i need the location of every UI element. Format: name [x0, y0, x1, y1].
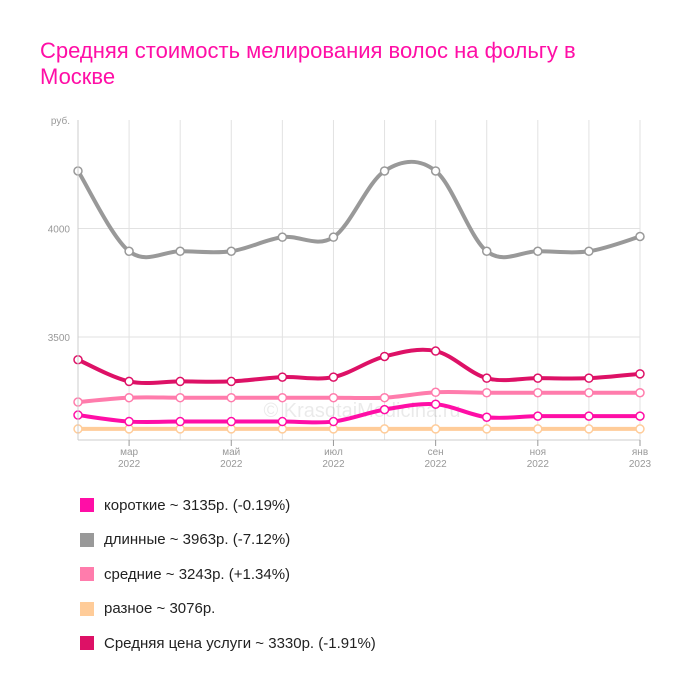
data-point: [635, 424, 645, 434]
grid: [77, 120, 641, 440]
data-point: [124, 392, 134, 403]
data-point: [175, 416, 185, 427]
data-point: [584, 387, 594, 398]
data-point: [277, 416, 288, 427]
legend-swatch: [80, 498, 94, 513]
data-point: [430, 387, 441, 398]
data-point: [175, 376, 185, 387]
legend-label: средние ~ 3243р. (+1.34%): [104, 565, 291, 583]
x-tick-label-month: сен: [428, 447, 444, 458]
data-point: [533, 387, 543, 398]
data-point: [226, 416, 237, 427]
y-unit-label: руб.: [51, 115, 70, 127]
x-tick-label-year: 2022: [322, 459, 345, 470]
axes: 35004000руб.мар2022май2022июл2022сен2022…: [48, 115, 652, 470]
data-point: [430, 399, 441, 409]
data-point: [328, 416, 339, 427]
legend-item: разное ~ 3076р.: [80, 592, 376, 627]
data-point: [533, 373, 543, 383]
data-point: [226, 246, 237, 257]
series-5: [73, 346, 645, 387]
series-line: [76, 159, 642, 260]
x-tick-label-year: 2022: [118, 459, 141, 470]
legend-item: Средняя цена услуги ~ 3330р. (-1.91%): [80, 626, 376, 661]
chart-title: Средняя стоимость мелирования волос на ф…: [40, 38, 576, 89]
data-point: [124, 416, 134, 427]
y-tick-label: 4000: [48, 224, 71, 235]
legend-swatch: [80, 601, 94, 616]
legend-label: короткие ~ 3135р. (-0.19%): [104, 496, 291, 514]
data-point: [226, 392, 237, 403]
data-point: [277, 372, 288, 382]
legend-swatch: [80, 532, 94, 547]
x-tick-label-year: 2022: [425, 459, 448, 470]
x-tick-label-year: 2022: [220, 459, 243, 470]
legend-label: длинные ~ 3963р. (-7.12%): [104, 531, 291, 549]
data-point: [175, 392, 185, 403]
data-point: [533, 424, 543, 434]
x-tick-label-year: 2022: [527, 459, 550, 470]
data-point: [481, 387, 492, 398]
data-point: [635, 411, 645, 421]
y-tick-label: 3500: [48, 333, 71, 344]
data-point: [430, 346, 441, 356]
legend-label: Средняя цена услуги ~ 3330р. (-1.91%): [104, 634, 376, 652]
series-2: [73, 159, 645, 260]
x-tick-label-year: 2023: [629, 459, 652, 470]
data-point: [379, 166, 390, 176]
data-point: [277, 232, 288, 242]
data-point: [430, 424, 441, 434]
data-point: [328, 392, 339, 403]
data-point: [124, 376, 134, 387]
data-point: [584, 424, 594, 434]
series-1: [73, 399, 645, 427]
legend-item: средние ~ 3243р. (+1.34%): [80, 557, 376, 592]
data-point: [635, 369, 645, 379]
legend-item: короткие ~ 3135р. (-0.19%): [80, 488, 376, 523]
data-point: [481, 373, 492, 383]
data-point: [124, 246, 134, 257]
x-tick-label-month: мар: [120, 447, 138, 458]
data-point: [430, 166, 441, 176]
data-point: [226, 376, 237, 387]
data-point: [328, 372, 339, 382]
data-point: [584, 411, 594, 421]
series-line: [76, 347, 642, 386]
data-point: [379, 404, 390, 415]
data-point: [481, 246, 492, 257]
series-4: [73, 424, 645, 434]
data-point: [584, 246, 594, 257]
data-point: [277, 392, 288, 403]
data-point: [328, 232, 339, 242]
x-tick-label-month: янв: [632, 447, 648, 458]
x-tick-label-month: ноя: [530, 447, 547, 458]
data-point: [533, 246, 543, 257]
data-point: [481, 424, 492, 434]
data-point: [635, 387, 645, 398]
legend: короткие ~ 3135р. (-0.19%) длинные ~ 3963…: [80, 488, 376, 661]
data-point: [533, 411, 543, 421]
x-tick-label-month: май: [222, 447, 240, 458]
data-point: [379, 392, 390, 403]
data-point: [379, 424, 390, 434]
data-point: [379, 351, 390, 362]
legend-swatch: [80, 636, 94, 651]
data-point: [584, 373, 594, 383]
data-point: [481, 412, 492, 422]
series-lines: [73, 159, 645, 434]
legend-swatch: [80, 567, 94, 582]
series-3: [73, 387, 645, 407]
x-tick-label-month: июл: [324, 447, 343, 458]
data-point: [175, 246, 185, 257]
legend-label: разное ~ 3076р.: [104, 600, 216, 618]
data-point: [635, 231, 645, 242]
legend-item: длинные ~ 3963р. (-7.12%): [80, 523, 376, 558]
